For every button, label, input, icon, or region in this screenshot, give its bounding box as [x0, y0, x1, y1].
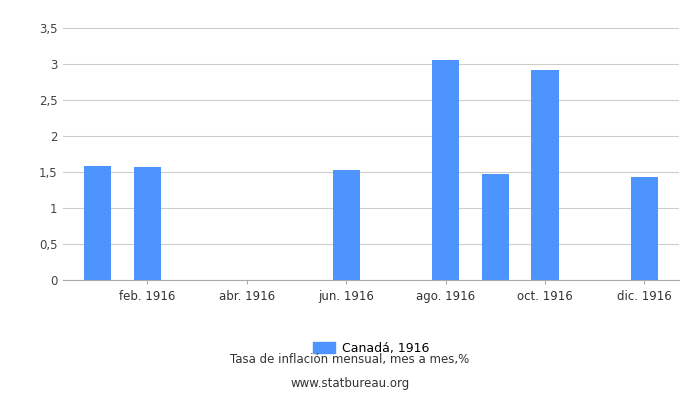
Bar [631, 177, 658, 280]
Bar [531, 70, 559, 280]
Bar [432, 60, 459, 280]
Bar [482, 174, 509, 280]
Text: www.statbureau.org: www.statbureau.org [290, 378, 410, 390]
Bar [332, 170, 360, 280]
Legend: Canadá, 1916: Canadá, 1916 [313, 342, 429, 355]
Text: Tasa de inflación mensual, mes a mes,%: Tasa de inflación mensual, mes a mes,% [230, 354, 470, 366]
Bar [84, 166, 111, 280]
Bar [134, 167, 161, 280]
